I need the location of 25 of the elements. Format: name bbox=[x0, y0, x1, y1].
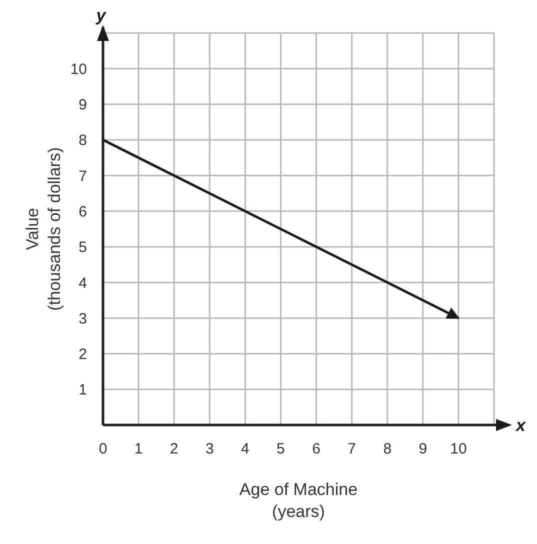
y-tick-label: 10 bbox=[70, 60, 87, 78]
y-tick-label: 9 bbox=[78, 96, 87, 114]
text: x bbox=[515, 416, 527, 435]
y-tick-label: 5 bbox=[78, 239, 87, 256]
y-tick-label: 3 bbox=[78, 310, 87, 328]
y-tick-label: 4 bbox=[78, 274, 87, 292]
x-axis-title: Age of Machine (years) bbox=[239, 480, 358, 521]
x-tick-label: 6 bbox=[312, 440, 320, 458]
x-tick-label: 8 bbox=[383, 440, 392, 458]
y-tick-label: 2 bbox=[78, 346, 87, 364]
y-tick-label: 7 bbox=[78, 168, 87, 185]
text: y bbox=[95, 6, 108, 25]
x-tick-label: 1 bbox=[134, 440, 143, 458]
y-tick-label: 1 bbox=[78, 382, 87, 399]
x-tick-label: 3 bbox=[205, 440, 214, 458]
x-tick-label: 7 bbox=[348, 440, 356, 458]
y-tick-label: 6 bbox=[78, 204, 87, 221]
x-tick-label: 9 bbox=[418, 440, 428, 458]
x-tick-label: 2 bbox=[170, 440, 178, 458]
y-axis-title: Value (thousands of dollars) bbox=[23, 147, 64, 311]
y-tick-label: 8 bbox=[78, 132, 87, 150]
x-tick-label: 5 bbox=[276, 440, 285, 458]
x-tick-label: 10 bbox=[450, 440, 467, 458]
x-tick-label: 4 bbox=[241, 440, 250, 458]
x-tick-label: 0 bbox=[98, 440, 108, 458]
